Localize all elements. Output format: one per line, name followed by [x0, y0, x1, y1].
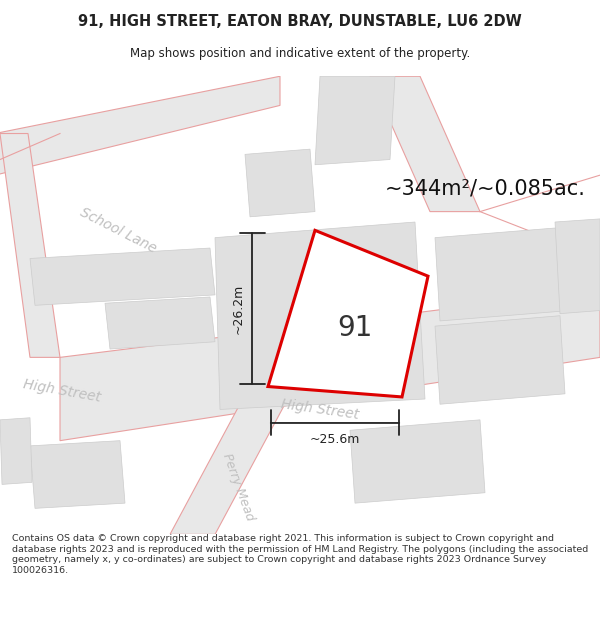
Polygon shape	[268, 231, 428, 397]
Polygon shape	[555, 219, 600, 314]
Text: ~26.2m: ~26.2m	[232, 283, 245, 334]
Text: ~25.6m: ~25.6m	[310, 433, 360, 446]
Text: High Street: High Street	[280, 397, 360, 422]
Polygon shape	[245, 149, 315, 217]
Polygon shape	[0, 134, 60, 358]
Text: Perry Mead: Perry Mead	[220, 452, 256, 523]
Polygon shape	[170, 357, 310, 534]
Polygon shape	[370, 76, 480, 212]
Polygon shape	[60, 290, 600, 441]
Text: ~344m²/~0.085ac.: ~344m²/~0.085ac.	[385, 179, 586, 199]
Polygon shape	[0, 418, 32, 484]
Polygon shape	[30, 441, 125, 508]
Polygon shape	[435, 316, 565, 404]
Polygon shape	[30, 248, 215, 305]
Polygon shape	[105, 297, 215, 349]
Text: 91: 91	[337, 314, 373, 342]
Text: High Street: High Street	[22, 377, 102, 404]
Polygon shape	[315, 76, 395, 165]
Text: Map shows position and indicative extent of the property.: Map shows position and indicative extent…	[130, 48, 470, 60]
Text: 91, HIGH STREET, EATON BRAY, DUNSTABLE, LU6 2DW: 91, HIGH STREET, EATON BRAY, DUNSTABLE, …	[78, 14, 522, 29]
Polygon shape	[350, 420, 485, 503]
Polygon shape	[0, 76, 280, 175]
Polygon shape	[435, 228, 570, 321]
Text: School Lane: School Lane	[77, 205, 158, 256]
Polygon shape	[215, 222, 425, 409]
Text: Contains OS data © Crown copyright and database right 2021. This information is : Contains OS data © Crown copyright and d…	[12, 534, 588, 574]
